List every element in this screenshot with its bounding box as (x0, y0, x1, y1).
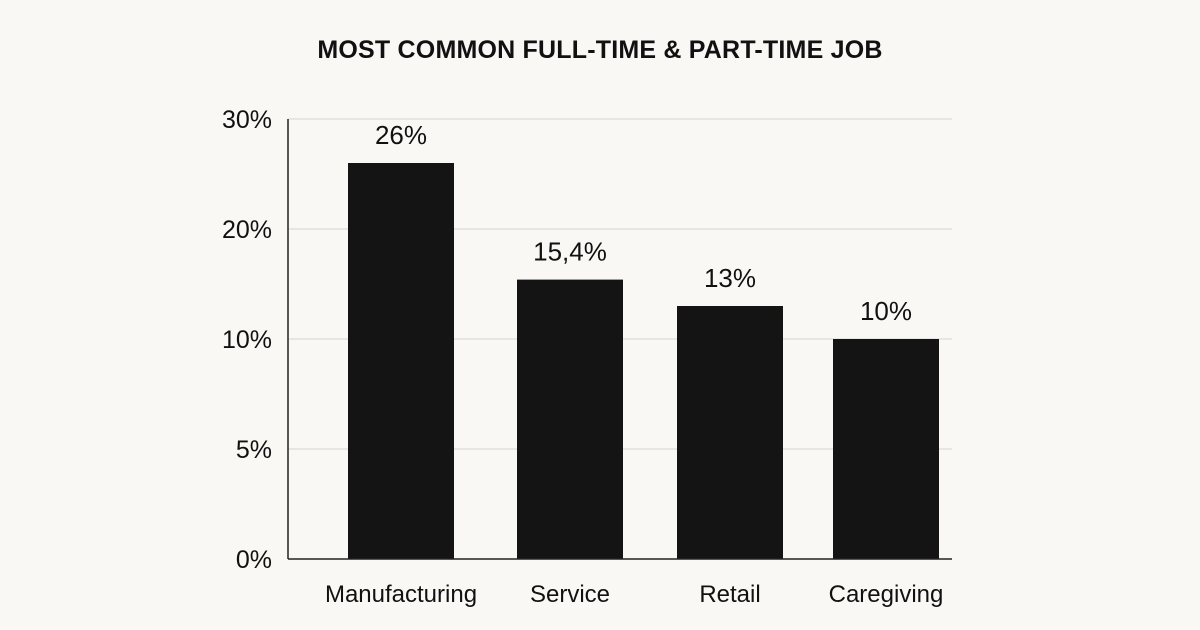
y-axis-tick-labels: 0% 5% 10% 20% 30% (222, 106, 272, 574)
y-tick-label: 20% (222, 216, 272, 244)
x-category-label: Manufacturing (325, 581, 477, 608)
x-category-label: Retail (699, 581, 760, 608)
axes (287, 119, 952, 560)
y-tick-label: 0% (236, 546, 272, 574)
bar-value-label: 15,4% (533, 237, 607, 267)
bar (677, 306, 783, 559)
y-tick-label: 5% (236, 436, 272, 464)
bar (348, 163, 454, 559)
chart-title: MOST COMMON FULL-TIME & PART-TIME JOB (317, 36, 883, 64)
bar-value-label: 10% (860, 296, 912, 326)
y-tick-label: 30% (222, 106, 272, 134)
bars (348, 163, 939, 559)
x-category-label: Service (530, 581, 610, 608)
x-category-label: Caregiving (829, 581, 944, 608)
bar-value-labels: 26% 15,4% 13% 10% (375, 120, 912, 326)
y-tick-label: 10% (222, 326, 272, 354)
bar (517, 279, 623, 559)
bar-value-label: 26% (375, 120, 427, 150)
x-axis-category-labels: Manufacturing Service Retail Caregiving (325, 581, 943, 608)
bar (833, 339, 939, 559)
bar-value-label: 13% (704, 263, 756, 293)
